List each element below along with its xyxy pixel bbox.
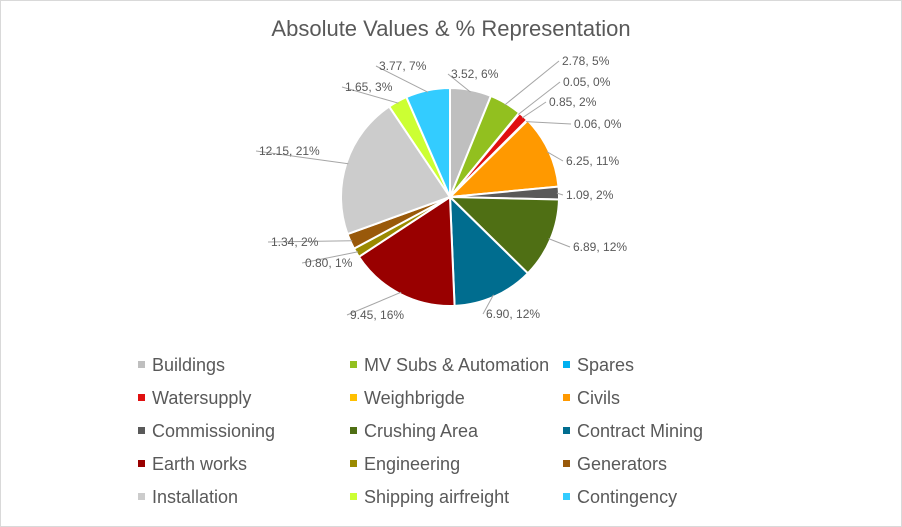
leader-line (525, 121, 572, 125)
pie-slice-contract-mining (448, 194, 530, 307)
data-label: 0.06, 0% (574, 117, 622, 131)
legend-label: Shipping airfreight (364, 487, 510, 507)
legend-swatch (138, 360, 145, 368)
data-label: 1.09, 2% (566, 188, 614, 202)
legend-swatch (563, 459, 570, 467)
pie-slice-contingency (405, 86, 451, 198)
data-label: 9.45, 16% (350, 308, 404, 322)
leader-line (517, 81, 561, 115)
legend-item: Civils (563, 387, 620, 409)
legend-item: Watersupply (138, 387, 251, 409)
legend-swatch (350, 426, 357, 434)
legend-swatch (350, 492, 357, 500)
leader-line (267, 240, 353, 243)
legend-swatch (350, 360, 357, 368)
leader-line (548, 238, 571, 248)
legend-swatch (563, 360, 570, 368)
legend-item: Spares (563, 354, 634, 376)
leader-line (447, 73, 471, 93)
legend-item: Contract Mining (563, 420, 703, 442)
leader-line (546, 151, 564, 162)
data-label: 0.05, 0% (563, 75, 611, 89)
legend-item: Engineering (350, 453, 460, 475)
leader-line (301, 251, 359, 264)
leader-line (346, 291, 402, 316)
legend-label: Buildings (152, 355, 226, 375)
chart-title: Absolute Values & % Representation (271, 16, 631, 41)
legend-item: Weighbrigde (350, 387, 465, 409)
legend-label: Spares (577, 355, 635, 375)
data-labels: 3.52, 6% 2.78, 5% 0.05, 0% 0.85, 2% 0.06, 0%… (259, 54, 627, 322)
legend-item: Buildings (138, 354, 225, 376)
legend-label: Earth works (152, 454, 248, 474)
legend-label: Contract Mining (577, 421, 704, 441)
legend-label: Weighbrigde (364, 388, 465, 408)
legend-label: Contingency (577, 487, 678, 507)
data-label: 6.25, 11% (566, 154, 619, 168)
data-label: 0.80, 1% (305, 256, 353, 270)
legend-label: MV Subs & Automation (364, 355, 550, 375)
legend-label: Civils (577, 388, 620, 408)
leader-line (255, 150, 349, 165)
data-label: 2.78, 5% (562, 54, 610, 68)
data-label: 1.65, 3% (345, 80, 393, 94)
data-label: 6.89, 12% (573, 240, 627, 254)
legend-item: Installation (138, 486, 238, 508)
legend-item: Contingency (563, 486, 677, 508)
legend-item: MV Subs & Automation (350, 354, 549, 376)
legend-swatch (138, 426, 145, 434)
data-label: 0.85, 2% (549, 95, 597, 109)
legend-swatch (138, 459, 145, 467)
legend-swatch (350, 393, 357, 401)
legend-item: Generators (563, 453, 667, 475)
legend-swatch (138, 393, 145, 401)
pie-slice-earth-works (357, 195, 456, 307)
leader-lines (255, 60, 572, 316)
legend-label: Engineering (364, 454, 461, 474)
leader-line (504, 60, 560, 106)
leader-line (375, 65, 429, 93)
legend-item: Commissioning (138, 420, 275, 442)
legend-swatch (350, 459, 357, 467)
legend-swatch (563, 492, 570, 500)
leader-line (556, 192, 564, 196)
pie-slices (340, 86, 560, 307)
legend-label: Generators (577, 454, 668, 474)
legend-label: Installation (152, 487, 239, 507)
legend-swatch (138, 492, 145, 500)
leader-line (521, 101, 547, 119)
legend-swatch (563, 393, 570, 401)
leader-line (341, 86, 399, 104)
data-label: 12.15, 21% (259, 144, 320, 158)
data-label: 1.34, 2% (271, 235, 319, 249)
legend-item: Crushing Area (350, 420, 478, 442)
legend-label: Crushing Area (364, 421, 479, 441)
legend-swatch (563, 426, 570, 434)
leader-line (482, 294, 494, 315)
data-label: 6.90, 12% (486, 307, 540, 321)
data-label: 3.52, 6% (451, 67, 499, 81)
legend-label: Commissioning (152, 421, 276, 441)
legend-item: Shipping airfreight (350, 486, 509, 508)
legend-item: Earth works (138, 453, 247, 475)
data-label: 3.77, 7% (379, 59, 427, 73)
legend-label: Watersupply (152, 388, 252, 408)
